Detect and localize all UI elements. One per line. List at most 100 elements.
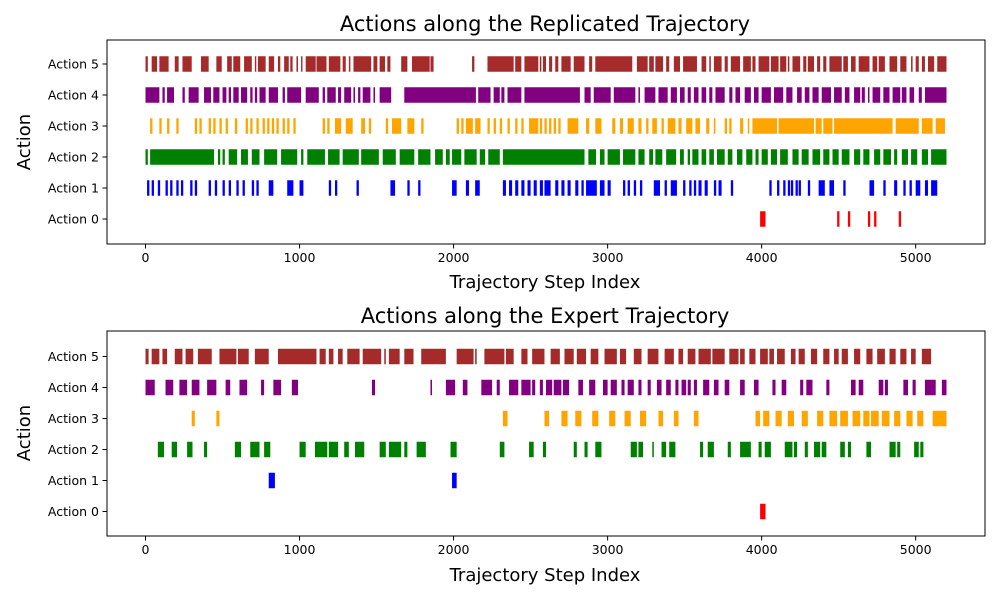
event-bar-action-2 — [761, 149, 768, 165]
event-bar-action-4 — [373, 87, 376, 103]
event-bar-action-5 — [219, 348, 237, 365]
event-bar-action-4 — [724, 379, 730, 396]
event-bar-action-5 — [151, 348, 160, 365]
event-bar-action-4 — [250, 87, 253, 103]
event-bar-action-3 — [658, 410, 664, 427]
event-bar-action-2 — [452, 149, 462, 165]
event-bar-action-1 — [843, 180, 846, 196]
event-bar-action-5 — [803, 56, 807, 72]
event-bar-action-2 — [187, 441, 193, 458]
event-bar-action-4 — [687, 379, 691, 396]
event-bar-action-1 — [151, 180, 154, 196]
event-bar-action-5 — [655, 56, 664, 72]
event-bar-action-4 — [909, 87, 915, 103]
event-bar-action-3 — [609, 410, 616, 427]
event-bar-action-4 — [167, 87, 174, 103]
event-bar-action-2 — [746, 149, 753, 165]
event-bar-action-4 — [179, 379, 188, 396]
event-bar-action-2 — [479, 149, 486, 165]
event-bar-action-4 — [282, 87, 285, 103]
event-bar-action-3 — [176, 118, 179, 134]
event-bar-action-5 — [810, 348, 818, 365]
event-bar-action-5 — [524, 56, 539, 72]
event-bar-action-2 — [542, 441, 546, 458]
event-bar-action-4 — [687, 87, 691, 103]
event-bar-action-5 — [411, 56, 430, 72]
event-bar-action-2 — [897, 441, 901, 458]
event-bar-action-5 — [185, 348, 194, 365]
event-bar-action-1 — [190, 180, 193, 196]
event-bar-action-3 — [871, 410, 879, 427]
event-bar-action-3 — [747, 118, 750, 134]
event-bar-action-3 — [287, 118, 290, 134]
event-bar-action-2 — [863, 149, 870, 165]
event-bar-action-5 — [649, 56, 654, 72]
event-bar-action-3 — [815, 118, 822, 134]
event-bar-action-5 — [401, 56, 408, 72]
event-bar-action-1 — [407, 180, 410, 196]
event-bar-action-3 — [619, 118, 624, 134]
event-bar-action-3 — [191, 410, 195, 427]
event-bar-action-1 — [575, 180, 579, 196]
event-bar-action-4 — [804, 87, 810, 103]
event-bar-action-3 — [368, 118, 372, 134]
event-bar-action-4 — [781, 379, 787, 396]
event-bar-action-4 — [675, 379, 679, 396]
event-bar-action-4 — [584, 87, 591, 103]
event-bar-action-4 — [772, 379, 776, 396]
event-bar-action-1 — [356, 180, 359, 196]
event-bar-action-2 — [700, 441, 704, 458]
event-bar-action-5 — [484, 348, 505, 365]
event-bar-action-5 — [237, 348, 249, 365]
event-bar-action-2 — [661, 441, 667, 458]
event-bar-action-3 — [686, 118, 693, 134]
event-bar-action-1 — [268, 472, 275, 489]
event-bar-action-1 — [894, 180, 898, 196]
event-bar-action-3 — [529, 118, 539, 134]
event-bar-action-5 — [664, 348, 674, 365]
event-bar-action-3 — [385, 118, 389, 134]
event-bar-action-1 — [607, 180, 611, 196]
event-bar-action-3 — [276, 118, 279, 134]
event-bar-action-2 — [328, 149, 340, 165]
event-bar-action-4 — [892, 87, 901, 103]
event-bar-action-1 — [561, 180, 565, 196]
event-bar-action-3 — [624, 410, 631, 427]
event-bar-action-3 — [515, 118, 518, 134]
plot-frame — [106, 330, 986, 537]
event-bar-action-0 — [760, 211, 766, 227]
event-bar-action-5 — [915, 56, 919, 72]
event-bar-action-5 — [900, 56, 907, 72]
event-bar-action-5 — [576, 348, 587, 365]
event-bar-action-2 — [840, 441, 845, 458]
event-bar-action-2 — [707, 441, 714, 458]
event-bar-action-3 — [638, 118, 642, 134]
event-bar-action-3 — [322, 118, 325, 134]
event-bar-action-3 — [407, 118, 415, 134]
event-bar-action-4 — [621, 379, 625, 396]
event-bar-action-3 — [521, 118, 524, 134]
event-bar-action-2 — [250, 441, 260, 458]
event-bar-action-3 — [549, 118, 552, 134]
event-bar-action-2 — [823, 149, 830, 165]
event-bar-action-3 — [894, 410, 901, 427]
event-bar-action-4 — [878, 379, 884, 396]
event-bar-action-1 — [214, 180, 218, 196]
x-tick-label: 0 — [142, 250, 150, 265]
event-bar-action-3 — [245, 118, 248, 134]
event-bar-action-5 — [216, 56, 222, 72]
event-bar-action-4 — [656, 379, 662, 396]
event-bar-action-1 — [256, 180, 259, 196]
event-bar-action-4 — [493, 87, 500, 103]
event-bar-action-4 — [644, 87, 656, 103]
event-bar-action-3 — [627, 118, 634, 134]
event-bar-action-2 — [145, 149, 148, 165]
event-bar-action-2 — [701, 149, 707, 165]
event-bar-action-1 — [390, 180, 396, 196]
event-bar-action-4 — [854, 87, 861, 103]
event-bar-action-1 — [222, 180, 225, 196]
event-bar-action-5 — [743, 56, 751, 72]
event-bar-action-4 — [507, 87, 522, 103]
event-bar-action-4 — [145, 87, 160, 103]
event-bar-action-4 — [912, 379, 916, 396]
